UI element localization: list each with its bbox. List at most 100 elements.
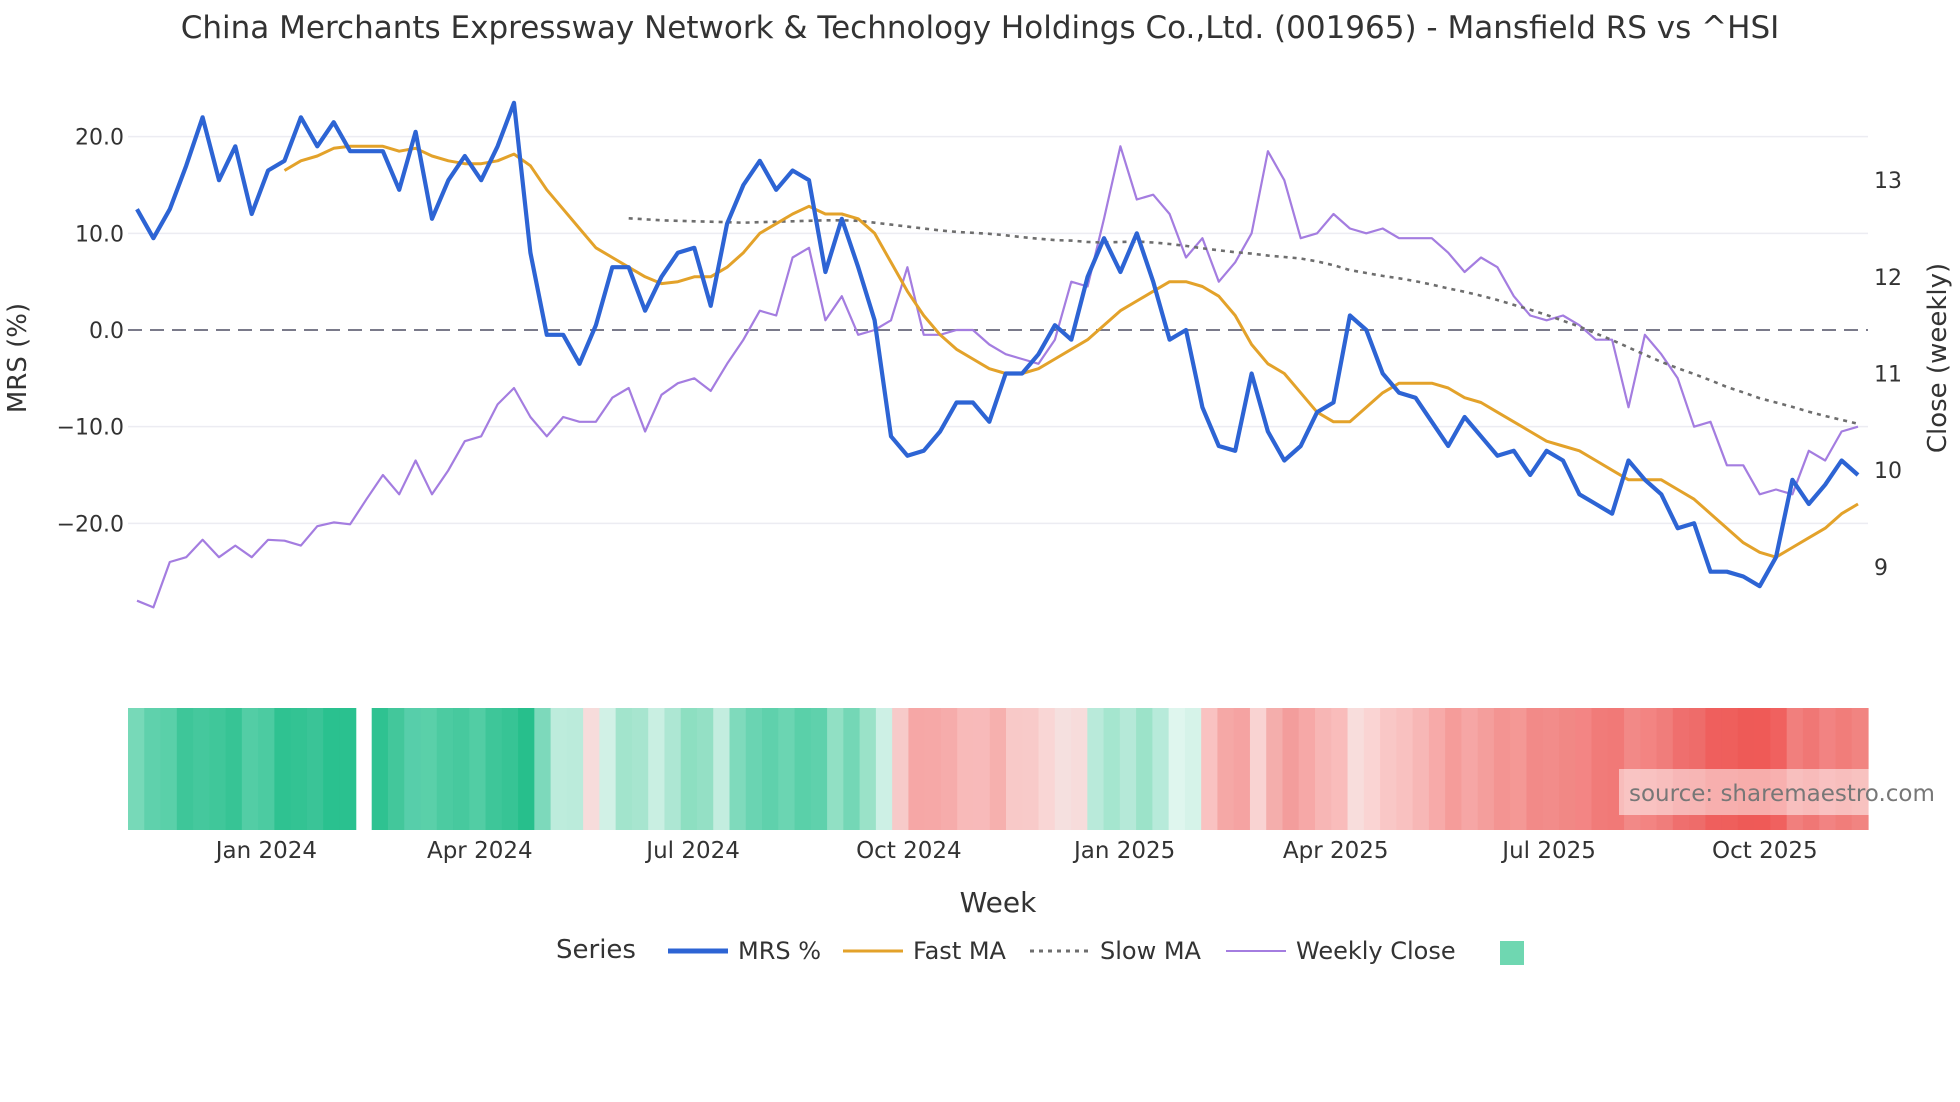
heatmap-cell [1412,708,1430,830]
x-axis: Jan 2024 Apr 2024 Jul 2024 Oct 2024 Jan 2025… [214,838,1818,864]
watermark: source: sharemaestro.com [1619,769,1935,815]
heatmap-cell [420,708,438,830]
heatmap-cell [1298,708,1316,830]
weekly-close-line [136,145,1859,609]
x-tick-label: Apr 2025 [1283,838,1389,864]
heatmap-cell [794,708,812,830]
x-tick-label: Jan 2025 [1072,838,1175,864]
y-tick-label: −20.0 [57,512,124,537]
weekly-close-series [136,145,1859,609]
heatmap-cell [1396,708,1414,830]
x-tick-label: Oct 2025 [1712,838,1818,864]
heatmap-cell [453,708,470,830]
heatmap-cell [1591,708,1609,830]
heatmap-cell [1038,708,1056,830]
heatmap-cell [1217,708,1235,830]
heatmap-cell [745,708,763,830]
heatmap-cell [859,708,877,830]
y-axis-title: MRS (%) [3,303,33,413]
heatmap-cell [258,708,275,830]
heatmap-cell [762,708,779,830]
heatmap-cell [810,708,828,830]
heatmap-cell [664,708,682,830]
heatmap-cell [599,708,617,830]
fast-ma-series [283,144,1859,559]
x-tick-label: Jan 2024 [214,838,317,864]
heatmap-cell [193,708,210,830]
mrs-series [135,100,1860,589]
heatmap-cell [404,708,422,830]
heatmap-cell [1347,708,1365,830]
heatmap-cell [1477,708,1495,830]
heatmap-cell [550,708,568,830]
heatmap-cell [1103,708,1121,830]
legend-title: Series [556,935,636,965]
heatmap-cell [209,708,227,830]
heatmap-cell [940,708,958,830]
heatmap-cell [387,708,405,830]
y2-tick-label: 11 [1874,363,1902,388]
legend-label: Fast MA [913,937,1007,965]
heatmap-cell [1282,708,1300,830]
slow-ma-series [628,217,1859,426]
heatmap-cell [957,708,975,830]
mrs-line [135,100,1860,589]
heatmap-cell [648,708,666,830]
watermark-text: source: sharemaestro.com [1629,781,1935,807]
heatmap-cell [501,708,519,830]
heatmap-cell [1558,708,1576,830]
heatmap-cell [1315,708,1332,830]
x-tick-label: Apr 2024 [427,838,533,864]
heatmap-cell [534,708,552,830]
legend-swatch [1500,941,1524,965]
y-tick-label: −10.0 [57,416,124,441]
heatmap-cell [1168,708,1186,830]
heatmap-cell [1526,708,1544,830]
heatmap-cell [631,708,649,830]
x-tick-label: Oct 2024 [856,838,962,864]
heatmap-cell [1022,708,1040,830]
heatmap-cell [1087,708,1105,830]
y2-axis-title: Close (weekly) [1923,263,1953,453]
heatmap-cell [176,708,194,830]
heatmap-cell [1184,708,1202,830]
heatmap-cell [1363,708,1381,830]
heatmap-cell [908,708,926,830]
heatmap-cell [1152,708,1170,830]
heatmap-cell [1071,708,1088,830]
heatmap-cell [485,708,503,830]
heatmap-cell [1380,708,1397,830]
heatmap-cell [1510,708,1528,830]
heatmap-cell [875,708,893,830]
y-tick-label: 10.0 [75,222,124,247]
heatmap-cell [469,708,487,830]
heatmap-cell [1119,708,1137,830]
heatmap-cell [1054,708,1072,830]
legend: Series MRS % Fast MA Slow MA Weekly Close [556,935,1524,965]
y2-tick-label: 9 [1874,556,1888,581]
heatmap-cell [1575,708,1593,830]
y2-tick-label: 13 [1874,169,1902,194]
heatmap-cell [696,708,714,830]
heatmap-cell [241,708,259,830]
heatmap-cell [339,708,357,830]
y2-tick-label: 12 [1874,266,1902,291]
heatmap-cell [1201,708,1219,830]
heatmap-cell [160,708,178,830]
heatmap-cell [1233,708,1251,830]
heatmap-cell [290,708,308,830]
y-tick-label: 0.0 [89,319,124,344]
heatmap-cell [128,708,145,830]
heatmap-cell [323,708,341,830]
heatmap-cell [583,708,600,830]
heatmap-cell [924,708,942,830]
heatmap-cell [1266,708,1284,830]
heatmap-cell [680,708,698,830]
heatmap-cell [1542,708,1560,830]
x-tick-label: Jul 2025 [1500,838,1596,864]
heatmap-cell [989,708,1007,830]
y-axis-right: 13 12 11 10 9 [1874,169,1902,581]
heatmap-cell [827,708,844,830]
heatmap-cell [1493,708,1511,830]
heatmap-cell [1461,708,1479,830]
